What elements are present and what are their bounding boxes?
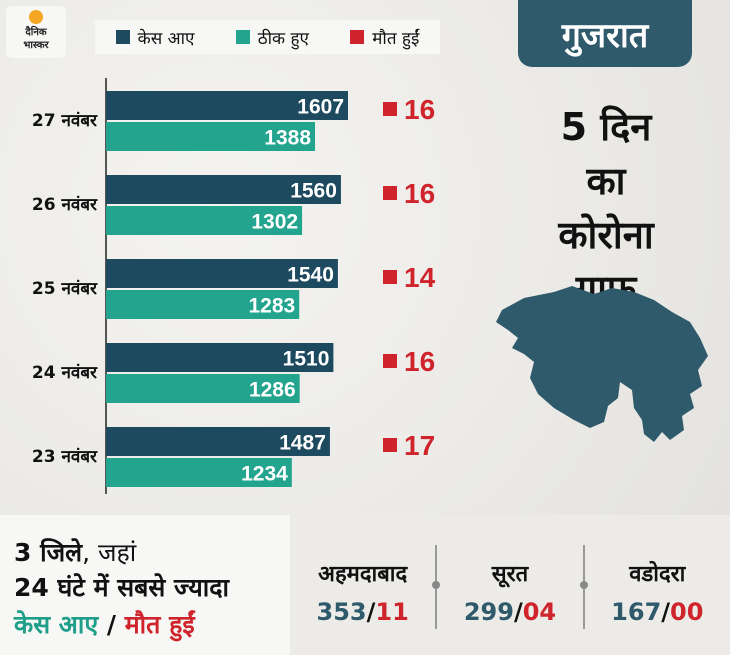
city-cases: 299	[463, 598, 514, 626]
bar-recovered	[106, 290, 300, 319]
city-deaths: 00	[670, 598, 704, 626]
category-tick-label: 27 नवंबर	[32, 111, 98, 131]
summary-line-2: 24 घंटे में सबसे ज्यादा	[14, 573, 230, 602]
bar-recovered	[106, 206, 303, 235]
gujarat-map-icon	[496, 286, 708, 442]
sun-icon	[29, 10, 43, 24]
legend-label-deaths: मौत हुईं	[372, 28, 420, 49]
summary-cases-label: केस आए	[14, 610, 99, 639]
summary-separator: /	[98, 610, 125, 639]
headline-line-1: 5 दिन का	[560, 105, 652, 203]
death-marker	[383, 270, 397, 284]
bar-cases	[106, 259, 338, 288]
legend-swatch-deaths	[350, 30, 365, 44]
bar-value-label: 1302	[251, 211, 298, 234]
death-marker	[383, 102, 397, 116]
death-value-label: 17	[404, 430, 435, 461]
bar-value-label: 1510	[283, 348, 330, 371]
city-deaths: 04	[522, 598, 557, 626]
legend-item-deaths: मौत हुईं	[350, 26, 419, 49]
bar-recovered	[106, 458, 292, 487]
summary-line-3: केस आए / मौत हुईं	[14, 607, 195, 641]
death-value-label: 16	[404, 346, 435, 377]
death-value-label: 16	[404, 94, 435, 125]
chart-legend: केस आए ठीक हुए मौत हुईं	[95, 20, 440, 54]
bar-cases	[106, 175, 341, 204]
brand-line-2: भास्कर	[23, 40, 49, 51]
bar-value-label: 1234	[241, 463, 288, 486]
bar-value-label: 1607	[297, 96, 344, 119]
headline-line-2: कोरोना	[558, 213, 654, 257]
death-marker	[383, 438, 397, 452]
bar-value-label: 1540	[287, 264, 334, 287]
city-stats: अहमदाबाद 353/11 सूरत 299/04 वडोदरा 167/0…	[290, 515, 730, 655]
bar-value-label: 1388	[264, 127, 311, 150]
category-tick-label: 26 नवंबर	[32, 195, 98, 215]
legend-item-recovered: ठीक हुए	[235, 26, 309, 49]
city-vadodara: वडोदरा 167/00	[585, 515, 730, 655]
legend-label-recovered: ठीक हुए	[257, 28, 309, 49]
bar-value-label: 1487	[279, 432, 326, 455]
bar-cases	[106, 91, 348, 120]
bar-recovered	[106, 122, 316, 151]
bar-cases	[106, 343, 334, 372]
category-tick-label: 25 नवंबर	[32, 279, 98, 299]
legend-swatch-cases	[115, 30, 130, 44]
city-value: 299/04	[463, 598, 557, 626]
death-value-label: 14	[404, 262, 436, 293]
city-ahmedabad: अहमदाबाद 353/11	[290, 515, 435, 655]
category-tick-label: 24 नवंबर	[32, 363, 98, 383]
summary-line-1: 3 जिले, जहां	[14, 535, 136, 569]
bar-chart: 27 नवंबर 1607 1388 16 26 नवंबर 1560 1302 16 25 न…	[32, 78, 436, 494]
summary-box: 3 जिले, जहां 24 घंटे में सबसे ज्यादा केस…	[0, 515, 290, 655]
legend-label-cases: केस आए	[137, 28, 195, 49]
city-cases: 353	[316, 598, 367, 626]
city-deaths: 11	[375, 598, 409, 626]
brand-logo: दैनिक भास्कर	[6, 6, 66, 58]
city-divider	[579, 545, 588, 629]
bar-recovered	[106, 374, 300, 403]
city-name: अहमदाबाद	[318, 562, 408, 587]
bar-value-label: 1286	[249, 379, 296, 402]
city-name: सूरत	[491, 562, 529, 587]
bar-value-label: 1560	[290, 180, 337, 203]
summary-where: , जहां	[82, 538, 137, 567]
city-divider	[432, 545, 441, 629]
summary-count: 3 जिले	[14, 538, 83, 567]
category-tick-label: 23 नवंबर	[32, 447, 98, 467]
state-title: गुजरात	[518, 0, 692, 67]
death-marker	[383, 186, 397, 200]
city-cases: 167	[611, 598, 662, 626]
summary-deaths-label: मौत हुईं	[124, 610, 195, 639]
death-marker	[383, 354, 397, 368]
legend-item-cases: केस आए	[115, 26, 195, 49]
city-value: 353/11	[316, 598, 409, 626]
bottom-panel: 3 जिले, जहां 24 घंटे में सबसे ज्यादा केस…	[0, 515, 730, 655]
brand-line-1: दैनिक	[25, 27, 47, 38]
bar-value-label: 1283	[248, 295, 295, 318]
city-surat: सूरत 299/04	[437, 515, 582, 655]
city-value: 167/00	[611, 598, 704, 626]
legend-swatch-recovered	[235, 30, 250, 44]
death-value-label: 16	[404, 178, 435, 209]
city-name: वडोदरा	[629, 562, 686, 587]
bar-cases	[106, 427, 330, 456]
